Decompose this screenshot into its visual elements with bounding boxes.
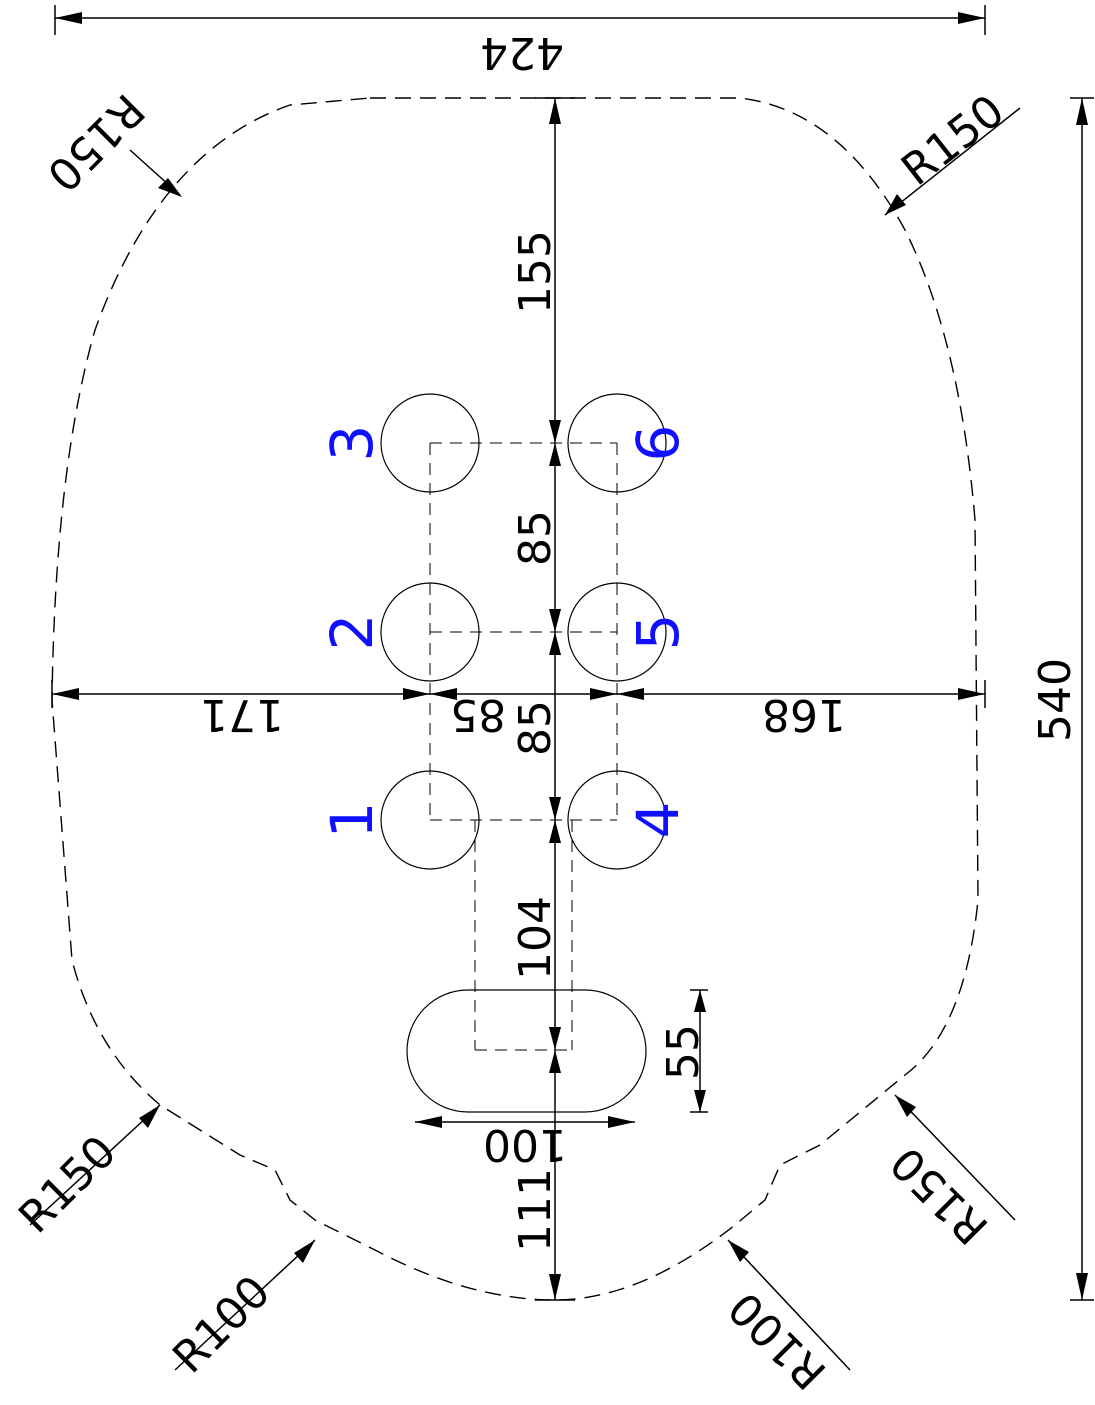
radius-bottom-right-inner: R100 — [719, 1282, 836, 1399]
radius-top-left: R150 — [37, 84, 154, 201]
radius-leaders — [29, 107, 1021, 1371]
radius-bottom-left-outer: R150 — [9, 1126, 126, 1243]
dim-slot-height: 55 — [658, 1024, 709, 1080]
dim-left-gap: 171 — [200, 689, 284, 740]
radius-bottom-left-inner: R100 — [163, 1266, 280, 1383]
radius-top-right: R150 — [892, 85, 1014, 196]
hole-number-5: 5 — [624, 614, 692, 651]
dim-slot-width: 100 — [483, 1119, 567, 1170]
dim-top-gap: 155 — [510, 230, 561, 314]
hole-center-lines — [429, 442, 618, 821]
slot — [406, 989, 647, 1113]
dim-width-total: 424 — [480, 27, 564, 78]
dim-slot-offset: 104 — [510, 896, 561, 980]
dim-bottom-gap: 111 — [510, 1168, 561, 1252]
slot-center-lines — [474, 820, 573, 1051]
hole-number-1: 1 — [318, 802, 386, 839]
hole-number-2: 2 — [318, 614, 386, 651]
dim-hole-pitch-lower: 85 — [510, 700, 561, 756]
dim-height-total: 540 — [1030, 658, 1081, 742]
hole-number-4: 4 — [624, 802, 692, 839]
dim-hole-spacing-x: 85 — [450, 689, 506, 740]
dim-hole-pitch-upper: 85 — [510, 510, 561, 566]
dim-right-gap: 168 — [762, 689, 846, 740]
hole-number-6: 6 — [624, 425, 692, 462]
hole-number-3: 3 — [318, 425, 386, 462]
radius-bottom-right-outer: R150 — [881, 1137, 998, 1254]
